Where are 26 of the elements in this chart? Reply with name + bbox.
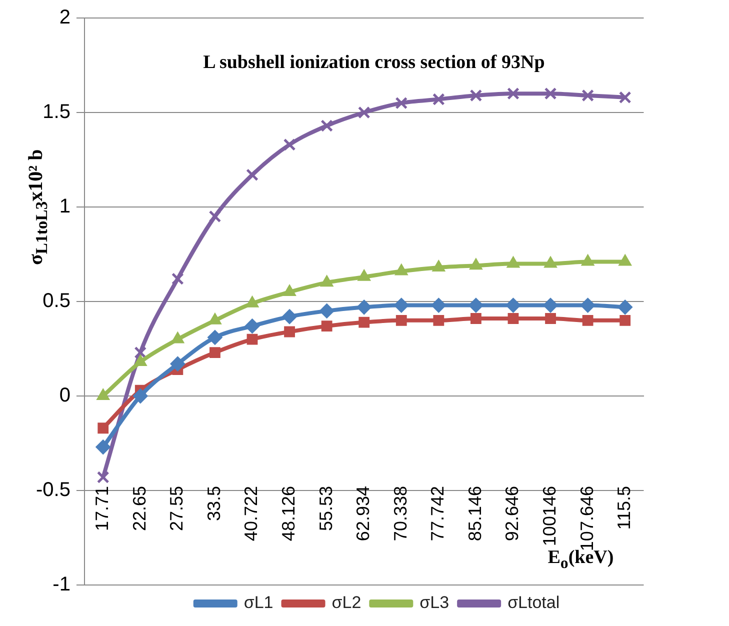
legend-label: σL3	[420, 593, 450, 612]
legend-label: σL2	[332, 593, 362, 612]
legend-label: σLtotal	[508, 593, 560, 612]
x-tick-label: 85.146	[464, 486, 485, 542]
legend-label: σL1	[244, 593, 274, 612]
x-tick-label: 33.5	[204, 486, 224, 522]
x-tick-label: 17.71	[92, 486, 112, 532]
x-tick-label: 22.65	[129, 486, 150, 532]
y-tick-label: 0.5	[42, 290, 70, 312]
x-tick-label: 92.646	[502, 486, 522, 542]
text: L subshell ionization cross section of 93Np	[203, 52, 545, 73]
x-tick-label: 40.722	[241, 486, 262, 542]
y-tick-label: 1	[59, 196, 70, 218]
x-tick-label: 62.934	[353, 486, 374, 542]
y-tick-label: 1.5	[42, 101, 70, 124]
x-tick-label: 70.338	[390, 486, 410, 542]
x-tick-label: 48.126	[278, 486, 298, 542]
x-tick-label: 55.53	[316, 486, 336, 532]
x-tick-label: 115.5	[614, 486, 634, 530]
x-tick-label: 27.55	[166, 486, 187, 532]
y-tick-label: -1	[52, 574, 70, 596]
y-tick-label: 2	[59, 6, 70, 29]
x-tick-label: 100146	[539, 486, 560, 546]
y-tick-label: 0	[59, 384, 70, 407]
y-tick-label: -0.5	[36, 479, 70, 502]
x-tick-label: 77.742	[428, 486, 448, 542]
